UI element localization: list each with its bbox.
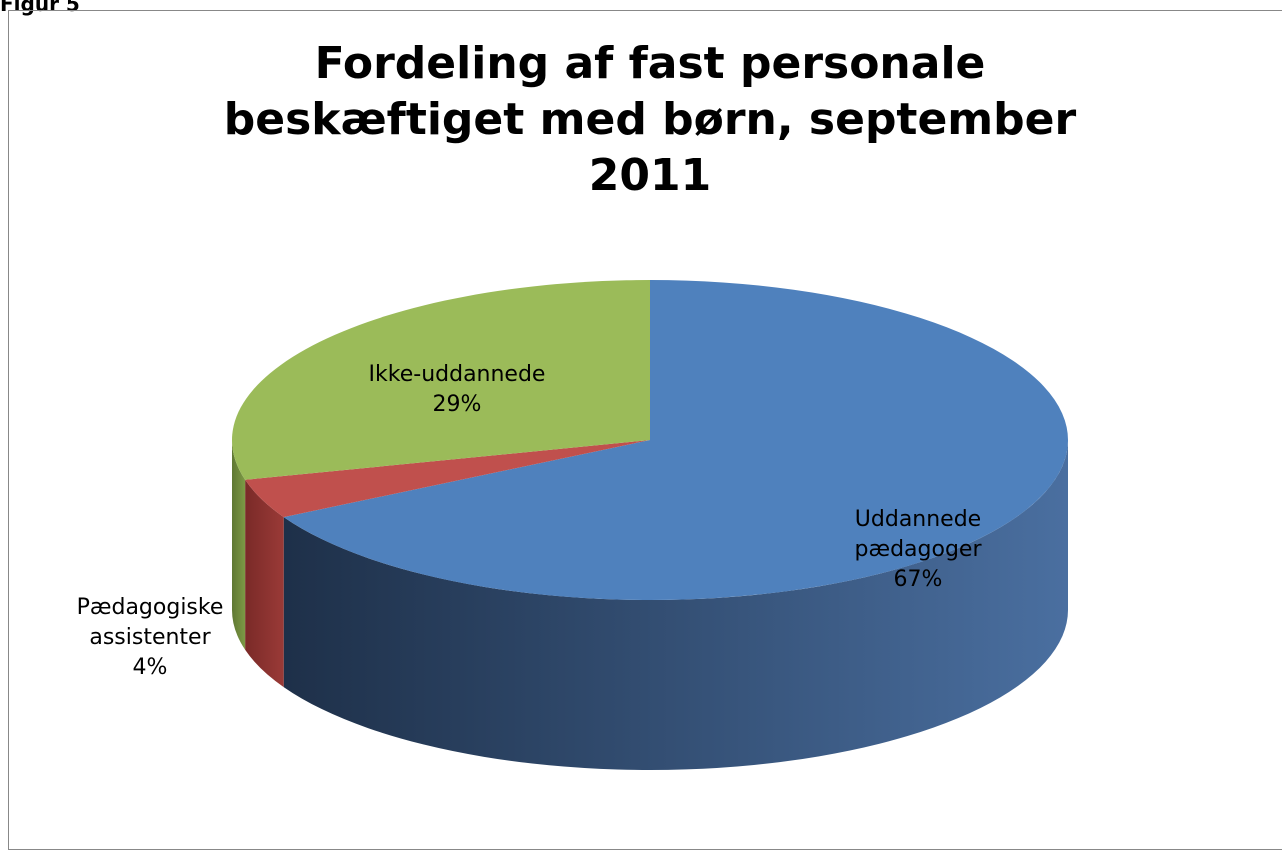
category-label: Pædagogiske assistenter [76,595,224,650]
value-label: 29% [432,392,482,417]
slice-side [245,479,284,688]
slice [283,280,1068,600]
value-label: 4% [132,655,168,680]
slice [245,440,650,518]
data-label: Ikke-uddannede 29% [337,360,577,420]
data-label: Uddannede pædagoger 67% [833,505,1003,595]
data-label: Pædagogiske assistenter 4% [70,593,230,683]
category-label: Uddannede pædagoger [854,507,982,562]
category-label: Ikke-uddannede [368,362,546,387]
slice-side [283,440,1068,771]
value-label: 67% [893,567,943,592]
chart-title: Fordeling af fast personale beskæftiget … [223,38,1077,201]
slice-side [232,440,246,650]
slice [231,280,650,480]
figure-label: Figur 5 [0,0,80,16]
